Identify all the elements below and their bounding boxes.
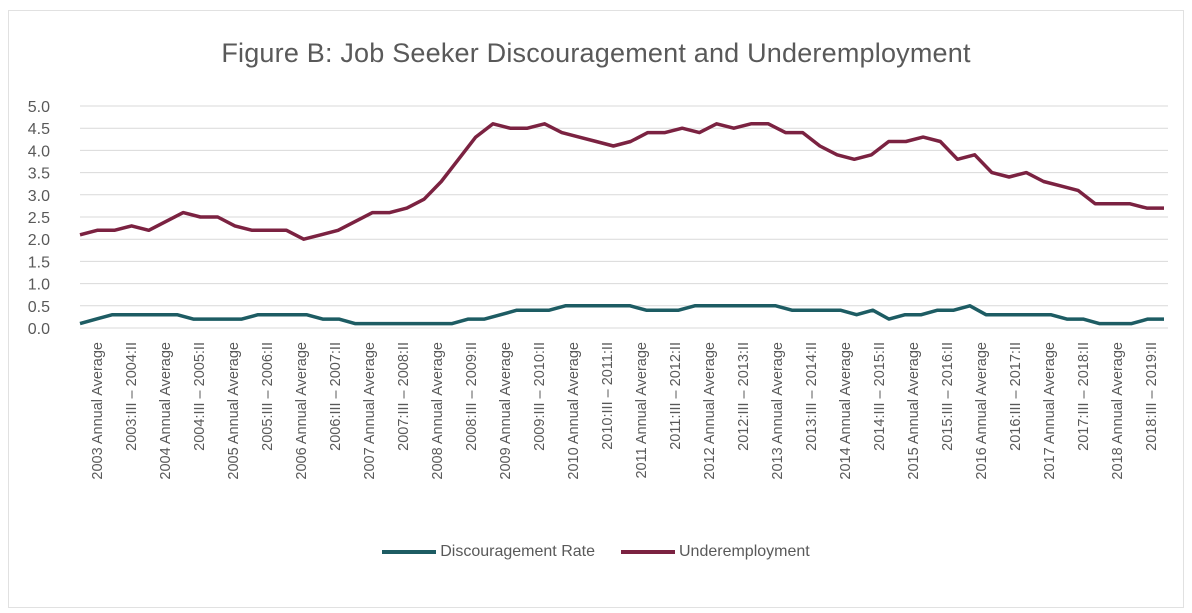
legend: Discouragement Rate Underemployment bbox=[0, 543, 1192, 561]
x-tick-label: 2009 Annual Average bbox=[498, 342, 514, 480]
legend-label-underemployment: Underemployment bbox=[679, 543, 810, 560]
x-tick-label: 2013:III – 2014:II bbox=[804, 342, 820, 451]
legend-label-discouragement: Discouragement Rate bbox=[440, 543, 595, 560]
x-tick-label: 2008 Annual Average bbox=[430, 342, 446, 480]
x-tick-label: 2005:III – 2006:II bbox=[260, 342, 276, 451]
y-tick-label: 5.0 bbox=[28, 99, 50, 116]
x-tick-label: 2017 Annual Average bbox=[1042, 342, 1058, 480]
y-tick-label: 4.5 bbox=[28, 121, 50, 138]
chart-frame bbox=[8, 10, 1184, 608]
y-tick-label: 0.5 bbox=[28, 299, 50, 316]
y-tick-label: 4.0 bbox=[28, 143, 50, 160]
legend-swatch-discouragement bbox=[382, 550, 437, 554]
x-tick-label: 2005 Annual Average bbox=[226, 342, 242, 480]
x-tick-label: 2006 Annual Average bbox=[294, 342, 310, 480]
y-tick-label: 2.0 bbox=[28, 232, 50, 249]
x-tick-label: 2013 Annual Average bbox=[770, 342, 786, 480]
x-tick-label: 2010 Annual Average bbox=[566, 342, 582, 480]
y-tick-label: 1.0 bbox=[28, 277, 50, 294]
x-tick-label: 2014:III – 2015:II bbox=[872, 342, 888, 451]
x-tick-label: 2003:III – 2004:II bbox=[124, 342, 140, 451]
x-tick-label: 2010:III – 2011:II bbox=[600, 342, 616, 450]
x-tick-label: 2016:III – 2017:II bbox=[1008, 342, 1024, 451]
gridlines bbox=[80, 105, 1168, 329]
y-tick-label: 3.0 bbox=[28, 188, 50, 205]
x-tick-label: 2004:III – 2005:II bbox=[192, 342, 208, 451]
x-tick-label: 2011:III – 2012:II bbox=[668, 342, 684, 450]
y-tick-label: 3.5 bbox=[28, 166, 50, 183]
x-tick-label: 2009:III – 2010:II bbox=[532, 342, 548, 451]
x-tick-label: 2017:III – 2018:II bbox=[1076, 342, 1092, 451]
legend-swatch-underemployment bbox=[621, 550, 675, 554]
legend-item-discouragement: Discouragement Rate bbox=[382, 543, 595, 561]
x-tick-label: 2015:III – 2016:II bbox=[940, 342, 956, 451]
x-tick-label: 2014 Annual Average bbox=[838, 342, 854, 480]
y-tick-label: 0.0 bbox=[28, 321, 50, 338]
x-tick-label: 2008:III – 2009:II bbox=[464, 342, 480, 451]
y-tick-label: 2.5 bbox=[28, 210, 50, 227]
series-lines bbox=[79, 122, 1164, 326]
x-tick-label: 2006:III – 2007:II bbox=[328, 342, 344, 451]
x-tick-label: 2016 Annual Average bbox=[974, 342, 990, 480]
x-tick-label: 2004 Annual Average bbox=[158, 342, 174, 480]
x-tick-label: 2011 Annual Average bbox=[634, 342, 650, 479]
x-tick-label: 2003 Annual Average bbox=[90, 342, 106, 480]
legend-item-underemployment: Underemployment bbox=[621, 543, 810, 561]
y-tick-label: 1.5 bbox=[28, 254, 50, 271]
x-tick-label: 2007:III – 2008:II bbox=[396, 342, 412, 451]
series-line-discouragement-rate bbox=[79, 304, 1164, 326]
x-tick-label: 2015 Annual Average bbox=[906, 342, 922, 480]
x-tick-label: 2012:III – 2013:II bbox=[736, 342, 752, 451]
x-tick-label: 2018:III – 2019:II bbox=[1144, 342, 1160, 451]
chart-title: Figure B: Job Seeker Discouragement and … bbox=[221, 38, 971, 68]
x-tick-label: 2018 Annual Average bbox=[1110, 342, 1126, 480]
x-tick-label: 2012 Annual Average bbox=[702, 342, 718, 480]
x-axis-ticks: 2003 Annual Average 2003:III – 2004:II 200… bbox=[90, 342, 1160, 480]
y-axis-ticks: 0.0 0.5 1.0 1.5 2.0 2.5 3.0 3.5 4.0 4.5 5.0 bbox=[28, 99, 50, 338]
series-line-underemployment bbox=[79, 122, 1164, 241]
x-tick-label: 2007 Annual Average bbox=[362, 342, 378, 480]
